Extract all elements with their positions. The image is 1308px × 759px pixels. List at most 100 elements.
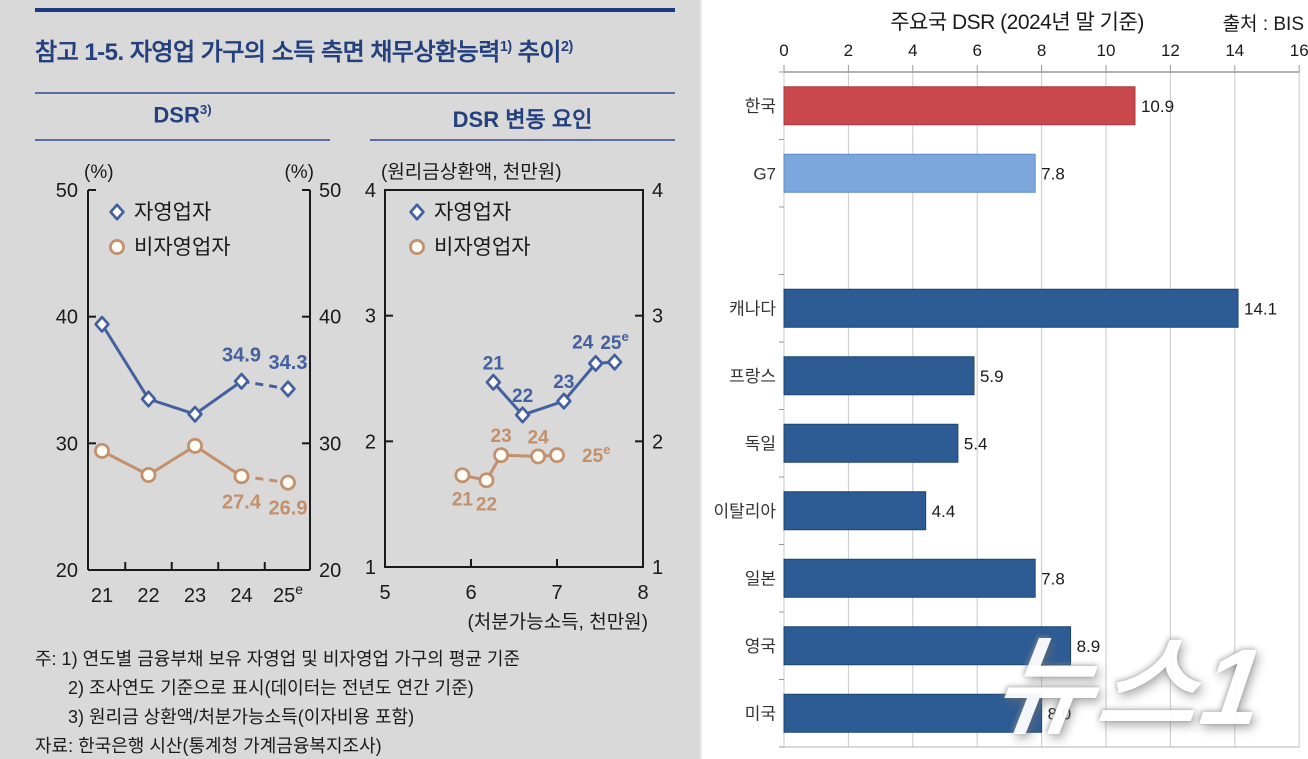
svg-text:2: 2 — [652, 431, 663, 453]
page-title-tail: 추이 — [511, 39, 562, 66]
bar-row-영국: 영국 8.9 — [745, 626, 1101, 666]
page-title: 참고 1-5. 자영업 가구의 소득 측면 채무상환능력1) 추이2) — [35, 32, 685, 67]
svg-text:(원리금상환액, 천만원): (원리금상환액, 천만원) — [381, 161, 562, 183]
svg-text:독일: 독일 — [745, 434, 776, 453]
svg-text:25e: 25e — [582, 442, 611, 467]
svg-text:21: 21 — [483, 353, 505, 374]
bar-row-한국: 한국 10.9 — [745, 86, 1174, 126]
svg-text:3: 3 — [652, 306, 663, 328]
chart2-series-비자영업자: 21 22 23 24 25e — [452, 426, 611, 515]
svg-text:2: 2 — [844, 41, 853, 60]
svg-text:20: 20 — [56, 560, 78, 582]
bar-row-이탈리아: 이탈리아 4.4 — [713, 491, 956, 531]
bar-row-미국: 미국 8.0 — [745, 693, 1072, 733]
svg-text:1: 1 — [365, 557, 376, 579]
chart1-header-underline — [35, 139, 330, 141]
page-title-footnote-mark-2: 2) — [560, 39, 573, 55]
svg-text:14.1: 14.1 — [1244, 299, 1277, 318]
bar-row-일본: 일본 7.8 — [745, 558, 1065, 598]
svg-text:자영업자: 자영업자 — [134, 201, 211, 224]
svg-text:10.9: 10.9 — [1141, 97, 1174, 116]
chart1-series-비자영업자: 27.4 26.9 — [94, 437, 308, 520]
svg-text:일본: 일본 — [745, 569, 776, 588]
top-rule — [35, 8, 675, 12]
svg-text:24: 24 — [230, 585, 252, 607]
bar-chart-source: 출처 : BIS — [1222, 14, 1304, 35]
svg-text:비자영업자: 비자영업자 — [434, 236, 531, 259]
chart2-axes: 1 12 23 34 45 6 7 8(원리금상환액, 천만원)(처분가능소득, 천만원) — [365, 161, 663, 633]
svg-text:25e: 25e — [273, 581, 303, 607]
svg-text:22: 22 — [512, 386, 533, 407]
svg-text:4.4: 4.4 — [932, 502, 956, 521]
svg-text:50: 50 — [56, 180, 78, 202]
svg-text:7.8: 7.8 — [1041, 569, 1065, 588]
svg-text:5.4: 5.4 — [964, 434, 988, 453]
svg-text:22: 22 — [476, 494, 497, 515]
left-panel: 참고 1-5. 자영업 가구의 소득 측면 채무상환능력1) 추이2) DSR3… — [0, 0, 700, 759]
footnote-2: 2) 조사연도 기준으로 표시(데이터는 전년도 연간 기준) — [68, 678, 474, 698]
svg-text:30: 30 — [56, 433, 78, 455]
page-title-footnote-mark-1: 1) — [499, 39, 512, 55]
svg-text:1: 1 — [652, 557, 663, 579]
chart1-series-자영업자: 34.9 34.3 — [94, 315, 308, 423]
svg-text:8.0: 8.0 — [1048, 704, 1072, 723]
svg-text:21: 21 — [91, 585, 113, 607]
source-note: 자료: 한국은행 시산(통계청 가계금융복지조사) — [35, 736, 382, 756]
svg-text:6: 6 — [465, 582, 476, 604]
svg-text:23: 23 — [553, 372, 574, 393]
svg-text:24: 24 — [572, 332, 594, 353]
svg-text:한국: 한국 — [745, 97, 776, 116]
bar-row-독일: 독일 5.4 — [745, 423, 988, 463]
svg-text:20: 20 — [319, 560, 341, 582]
svg-text:8: 8 — [1037, 41, 1046, 60]
svg-text:5: 5 — [379, 582, 390, 604]
svg-text:영국: 영국 — [745, 637, 776, 656]
svg-text:2: 2 — [365, 431, 376, 453]
svg-text:26.9: 26.9 — [269, 498, 308, 520]
bar-row-프랑스: 프랑스 5.9 — [729, 356, 1004, 396]
svg-text:23: 23 — [491, 426, 512, 447]
svg-text:비자영업자: 비자영업자 — [134, 236, 231, 259]
column-headers: DSR3) DSR 변동 요인 — [35, 102, 675, 134]
svg-text:34.9: 34.9 — [222, 344, 261, 366]
svg-text:8.9: 8.9 — [1077, 637, 1101, 656]
svg-text:(처분가능소득, 천만원): (처분가능소득, 천만원) — [467, 611, 648, 633]
svg-text:30: 30 — [319, 433, 341, 455]
svg-text:27.4: 27.4 — [222, 491, 262, 513]
svg-text:23: 23 — [184, 585, 206, 607]
footnotes: 주: 1) 연도별 금융부채 보유 자영업 및 비자영업 가구의 평균 기준 2… — [35, 645, 685, 759]
svg-text:(%): (%) — [284, 162, 314, 183]
svg-text:미국: 미국 — [745, 704, 776, 723]
right-panel: 주요국 DSR (2024년 말 기준) 출처 : BIS 0 2 4 6 8 10 12 1… — [700, 0, 1308, 759]
svg-text:4: 4 — [365, 180, 376, 202]
svg-text:0: 0 — [779, 41, 788, 60]
chart1-header-footnote-mark: 3) — [199, 102, 212, 117]
svg-text:34.3: 34.3 — [269, 352, 308, 374]
chart2-header: DSR 변동 요인 — [452, 107, 593, 132]
chart1-header: DSR3) — [153, 102, 212, 128]
svg-text:자영업자: 자영업자 — [434, 201, 511, 224]
chart-dsr-factors: 1 12 23 34 45 6 7 8(원리금상환액, 천만원)(처분가능소득, 천만원)21… — [365, 161, 663, 633]
svg-text:40: 40 — [319, 307, 341, 329]
svg-text:7: 7 — [551, 582, 562, 604]
chart2-series-자영업자: 21 22 23 24 25e — [483, 329, 629, 424]
news1-watermark: 뉴스1 — [987, 626, 1276, 747]
svg-text:6: 6 — [972, 41, 981, 60]
svg-text:4: 4 — [652, 180, 663, 202]
bar-row-캐나다: 캐나다 14.1 — [729, 288, 1277, 328]
svg-text:(%): (%) — [84, 162, 114, 183]
chart2-header-underline — [370, 139, 675, 141]
svg-text:캐나다: 캐나다 — [729, 299, 776, 318]
header-rule — [35, 92, 675, 94]
svg-text:이탈리아: 이탈리아 — [713, 502, 776, 521]
svg-text:24: 24 — [528, 427, 550, 448]
svg-text:8: 8 — [637, 582, 648, 604]
svg-text:22: 22 — [137, 585, 159, 607]
svg-text:7.8: 7.8 — [1041, 164, 1065, 183]
